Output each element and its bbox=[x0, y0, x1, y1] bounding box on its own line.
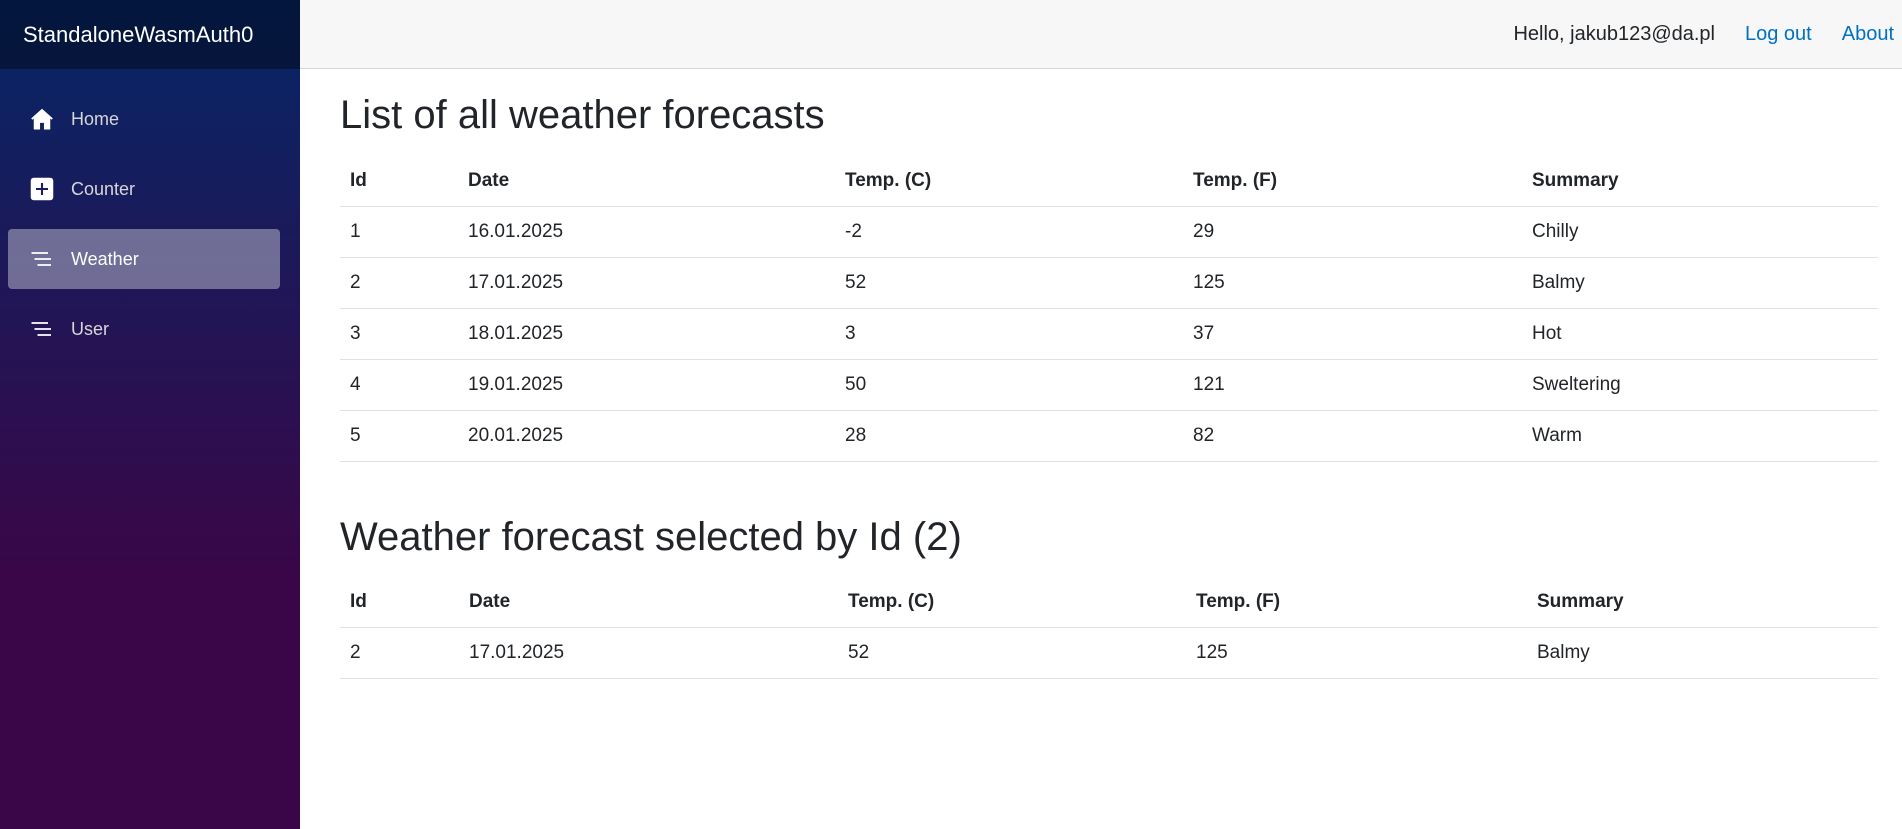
nav-item-label: Weather bbox=[71, 248, 139, 269]
nav-item-user[interactable]: User bbox=[8, 299, 280, 359]
table-row: 4 19.01.2025 50 121 Sweltering bbox=[340, 359, 1878, 411]
table-header-row: Id Date Temp. (C) Temp. (F) Summary bbox=[340, 156, 1878, 207]
nav-item-weather[interactable]: Weather bbox=[8, 229, 280, 289]
cell-date: 17.01.2025 bbox=[459, 627, 838, 679]
cell-id: 2 bbox=[340, 257, 458, 309]
cell-date: 17.01.2025 bbox=[458, 257, 835, 309]
column-header-summary: Summary bbox=[1522, 156, 1878, 207]
plus-square-icon bbox=[29, 177, 54, 202]
cell-id: 2 bbox=[340, 627, 459, 679]
cell-date: 19.01.2025 bbox=[458, 359, 835, 411]
nav-item-label: Counter bbox=[71, 178, 136, 199]
nav-item-home[interactable]: Home bbox=[8, 89, 280, 149]
cell-id: 3 bbox=[340, 308, 458, 360]
selected-forecast-table: Id Date Temp. (C) Temp. (F) Summary 2 17… bbox=[340, 577, 1878, 679]
sidebar: StandaloneWasmAuth0 Home Counter bbox=[0, 0, 300, 829]
cell-temp-f: 82 bbox=[1183, 410, 1522, 462]
cell-temp-f: 29 bbox=[1183, 206, 1522, 258]
nav-menu: Home Counter Weather bbox=[0, 69, 300, 359]
list-icon bbox=[29, 317, 54, 342]
cell-id: 4 bbox=[340, 359, 458, 411]
cell-temp-c: 3 bbox=[835, 308, 1183, 360]
table-header-row: Id Date Temp. (C) Temp. (F) Summary bbox=[340, 577, 1878, 628]
cell-temp-f: 125 bbox=[1183, 257, 1522, 309]
cell-summary: Balmy bbox=[1527, 627, 1878, 679]
nav-item-label: Home bbox=[71, 108, 120, 129]
cell-id: 5 bbox=[340, 410, 458, 462]
table-row: 2 17.01.2025 52 125 Balmy bbox=[340, 627, 1878, 679]
cell-id: 1 bbox=[340, 206, 458, 258]
cell-temp-f: 37 bbox=[1183, 308, 1522, 360]
nav-item-label: User bbox=[71, 318, 110, 339]
cell-summary: Sweltering bbox=[1522, 359, 1878, 411]
column-header-temp-c: Temp. (C) bbox=[835, 156, 1183, 207]
cell-date: 18.01.2025 bbox=[458, 308, 835, 360]
cell-date: 20.01.2025 bbox=[458, 410, 835, 462]
cell-temp-f: 121 bbox=[1183, 359, 1522, 411]
cell-temp-c: 52 bbox=[838, 627, 1186, 679]
column-header-summary: Summary bbox=[1527, 577, 1878, 628]
all-forecasts-table: Id Date Temp. (C) Temp. (F) Summary 1 16… bbox=[340, 156, 1878, 462]
cell-summary: Chilly bbox=[1522, 206, 1878, 258]
table-row: 5 20.01.2025 28 82 Warm bbox=[340, 410, 1878, 462]
cell-summary: Hot bbox=[1522, 308, 1878, 360]
table-row: 2 17.01.2025 52 125 Balmy bbox=[340, 257, 1878, 309]
cell-date: 16.01.2025 bbox=[458, 206, 835, 258]
page-title: List of all weather forecasts bbox=[340, 93, 825, 137]
column-header-date: Date bbox=[459, 577, 838, 628]
cell-temp-f: 125 bbox=[1186, 627, 1527, 679]
user-greeting: Hello, jakub123@da.pl bbox=[1513, 22, 1715, 45]
main-content: List of all weather forecasts Id Date Te… bbox=[340, 69, 1878, 679]
cell-summary: Warm bbox=[1522, 410, 1878, 462]
cell-temp-c: -2 bbox=[835, 206, 1183, 258]
cell-temp-c: 28 bbox=[835, 410, 1183, 462]
brand-link[interactable]: StandaloneWasmAuth0 bbox=[23, 21, 254, 47]
list-icon bbox=[29, 247, 54, 272]
table-row: 1 16.01.2025 -2 29 Chilly bbox=[340, 206, 1878, 258]
column-header-temp-f: Temp. (F) bbox=[1186, 577, 1527, 628]
cell-summary: Balmy bbox=[1522, 257, 1878, 309]
brand-bar: StandaloneWasmAuth0 bbox=[0, 0, 300, 69]
column-header-temp-c: Temp. (C) bbox=[838, 577, 1186, 628]
cell-temp-c: 50 bbox=[835, 359, 1183, 411]
table-row: 3 18.01.2025 3 37 Hot bbox=[340, 308, 1878, 360]
column-header-id: Id bbox=[340, 577, 459, 628]
column-header-date: Date bbox=[458, 156, 835, 207]
cell-temp-c: 52 bbox=[835, 257, 1183, 309]
top-row: Hello, jakub123@da.pl Log out About bbox=[300, 0, 1902, 69]
nav-item-counter[interactable]: Counter bbox=[8, 159, 280, 219]
logout-link[interactable]: Log out bbox=[1745, 22, 1812, 45]
section-title: Weather forecast selected by Id (2) bbox=[340, 514, 962, 559]
column-header-id: Id bbox=[340, 156, 458, 207]
about-link[interactable]: About bbox=[1841, 22, 1894, 45]
column-header-temp-f: Temp. (F) bbox=[1183, 156, 1522, 207]
home-icon bbox=[29, 107, 54, 132]
